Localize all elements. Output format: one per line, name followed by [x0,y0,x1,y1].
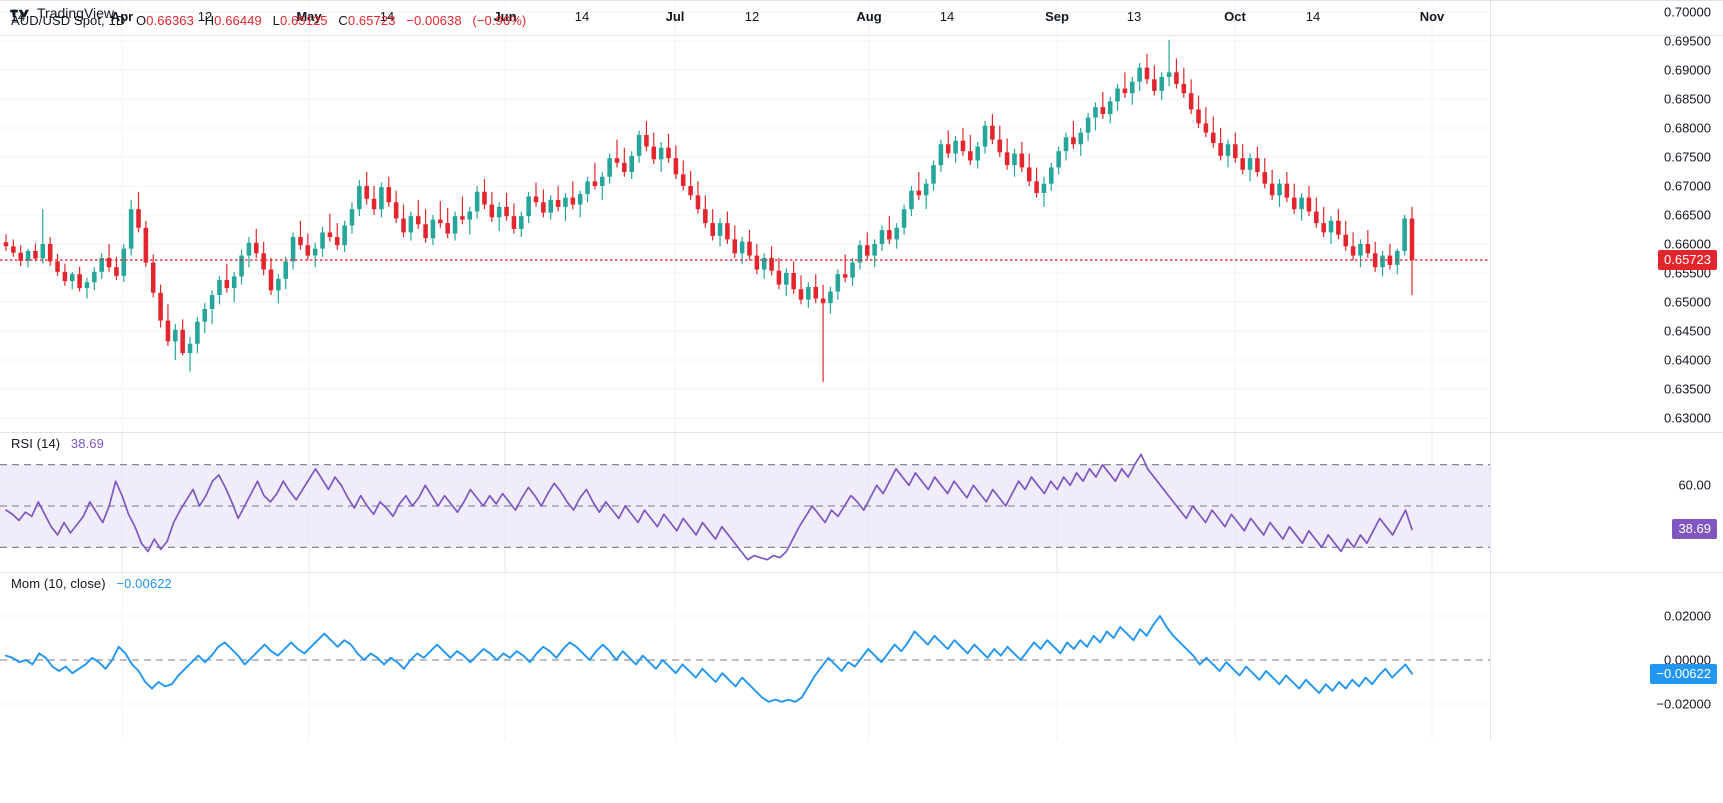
momentum-pane[interactable]: 0.02000 0.00000 −0.02000 −0.00622 Mom (10, … [0,572,1723,740]
time-axis-day-label: 12 [744,9,760,24]
time-axis-day-label: 14 [379,9,395,24]
scale-separator [1490,572,1491,740]
time-axis-month-label: Nov [1419,9,1445,24]
price-axis-label: 0.66500 [1664,207,1711,223]
momentum-axis-label: −0.02000 [1656,696,1711,712]
rsi-axis-label: 60.00 [1678,477,1711,493]
price-axis-label: 0.69000 [1664,62,1711,78]
price-axis-label: 0.69500 [1664,33,1711,49]
candlestick-svg [0,0,1490,432]
rsi-legend[interactable]: RSI (14) 38.69 [11,436,104,451]
ohlc-open-value: 0.66363 [146,13,194,28]
price-axis-label: 0.63000 [1664,410,1711,426]
scale-separator [1490,432,1491,572]
time-axis-month-label: Jun [493,9,517,24]
time-axis-month-label: Aug [856,9,882,24]
momentum-value-badge[interactable]: −0.00622 [1650,663,1717,684]
time-axis-day-label: 14 [939,9,955,24]
price-axis-label: 0.63500 [1664,381,1711,397]
time-axis-month-label: May [296,9,322,24]
tradingview-wordmark: TradingView [37,5,115,21]
time-axis-month-label: Jul [665,9,685,24]
tradingview-mark-icon [10,9,29,17]
ohlc-high-label: H [204,13,215,28]
tradingview-logo[interactable]: TradingView [10,5,114,21]
symbol-title: AUD/USD Spot, 1D [11,13,126,28]
rsi-current-value: 38.69 [70,436,104,451]
rsi-pane[interactable]: 60.00 38.69 RSI (14) 38.69 [0,432,1723,572]
rsi-svg [0,432,1490,572]
ohlc-close-label: C [338,13,348,28]
ohlc-close-value: 0.65723 [347,13,396,28]
price-axis-label: 0.67500 [1664,149,1711,165]
price-axis-label: 0.65000 [1664,294,1711,310]
rsi-plot-area[interactable] [0,432,1490,572]
ohlc-low-value: 0.65125 [279,13,328,28]
momentum-title: Mom (10, close) [11,576,106,591]
ohlc-low-label: L [272,13,280,28]
price-plot-area[interactable] [0,0,1490,432]
momentum-axis-label: 0.02000 [1664,608,1711,624]
time-axis-month-label: Sep [1045,9,1069,24]
momentum-plot-area[interactable] [0,572,1490,740]
rsi-scale[interactable]: 60.00 38.69 [1490,432,1723,572]
change-value: −0.00638 [406,13,462,28]
price-axis-label: 0.64000 [1664,352,1711,368]
pane-divider-mom [0,572,1723,573]
time-axis-month-label: Apr [110,9,134,24]
price-pane[interactable]: 0.70000 0.69500 0.69000 0.68500 0.68000 0.675… [0,0,1723,432]
time-axis-month-label: Oct [1224,9,1246,24]
pane-divider-rsi [0,432,1723,433]
price-axis-label: 0.70000 [1664,4,1711,20]
price-axis-label: 0.67000 [1664,178,1711,194]
ohlc-high-value: 0.66449 [214,13,262,28]
rsi-title: RSI (14) [11,436,61,451]
scale-separator [1490,0,1491,432]
rsi-value-badge[interactable]: 38.69 [1672,519,1717,540]
price-legend: AUD/USD Spot, 1D O0.66363 H0.66449 L0.65… [11,13,526,28]
price-axis-label: 0.64500 [1664,323,1711,339]
price-axis-label: 0.66000 [1664,236,1711,252]
brand-bar: TradingView [0,5,1723,63]
time-axis-day-label: 14 [1305,9,1321,24]
ohlc-open-label: O [136,13,147,28]
momentum-svg [0,572,1490,740]
momentum-scale[interactable]: 0.02000 0.00000 −0.02000 −0.00622 [1490,572,1723,740]
time-axis-day-label: 14 [574,9,590,24]
time-axis[interactable]: 14 Apr 12 May 14 Jun 14 Jul 12 Aug 14 Sep 13 Oct 14 Nov [0,0,1723,36]
time-axis-day-label: 12 [197,9,213,24]
momentum-current-value: −0.00622 [116,576,172,591]
price-axis-label: 0.68000 [1664,120,1711,136]
time-axis-day-label: 13 [1126,9,1142,24]
price-scale[interactable]: 0.70000 0.69500 0.69000 0.68500 0.68000 0.675… [1490,0,1723,432]
momentum-legend[interactable]: Mom (10, close) −0.00622 [11,576,172,591]
change-percent: (−0.96%) [472,13,527,28]
current-price-badge[interactable]: 0.65723 [1658,250,1717,271]
price-axis-label: 0.68500 [1664,91,1711,107]
